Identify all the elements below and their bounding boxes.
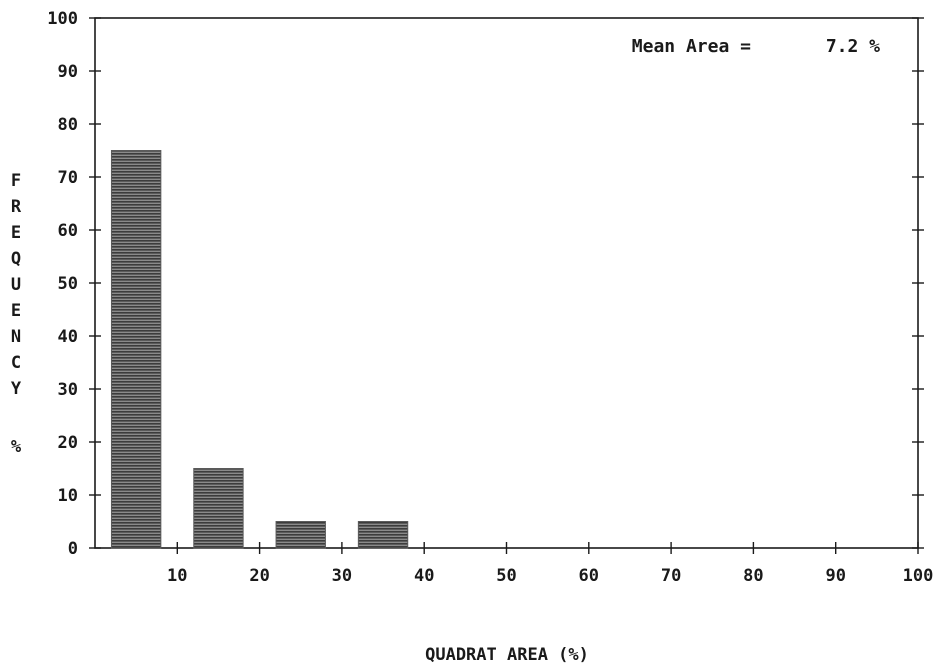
mean-area-label: Mean Area = — [632, 36, 751, 57]
y-tick-label: 10 — [58, 486, 78, 506]
y-tick-label: 50 — [58, 274, 78, 294]
y-tick-label: 20 — [58, 433, 78, 453]
y-tick-label: 100 — [47, 9, 78, 29]
y-tick-label: 70 — [58, 168, 78, 188]
bar-3 — [275, 521, 326, 549]
y-axis-ticks: 0 10 20 30 40 50 60 70 80 90 100 — [47, 9, 924, 559]
x-axis-label: QUADRAT AREA (%) — [425, 645, 589, 665]
y-tick-label: 30 — [58, 380, 78, 400]
mean-area-value: 7.2 % — [826, 36, 880, 57]
x-tick-label: 100 — [903, 566, 934, 586]
x-tick-label: 80 — [743, 566, 763, 586]
y-tick-label: 90 — [58, 62, 78, 82]
x-tick-label: 10 — [167, 566, 187, 586]
y-axis-label-char: E — [11, 301, 21, 321]
bar-2 — [193, 468, 244, 549]
x-tick-label: 70 — [661, 566, 681, 586]
y-axis-label-char: C — [11, 353, 21, 373]
y-axis-label-char: F — [11, 171, 21, 191]
x-tick-label: 60 — [579, 566, 599, 586]
bars-group — [110, 150, 409, 549]
y-axis-label-char: N — [11, 327, 21, 347]
y-tick-label: 60 — [58, 221, 78, 241]
x-tick-label: 20 — [249, 566, 269, 586]
y-tick-label: 80 — [58, 115, 78, 135]
x-tick-label: 30 — [332, 566, 352, 586]
y-axis-unit: % — [11, 437, 22, 457]
y-tick-label: 0 — [68, 539, 78, 559]
y-tick-label: 40 — [58, 327, 78, 347]
bar-1 — [110, 150, 162, 549]
x-tick-label: 50 — [496, 566, 516, 586]
y-axis-label-char: U — [11, 275, 21, 295]
y-axis-label-char: Q — [11, 249, 21, 269]
bar-4 — [357, 521, 409, 549]
x-axis-ticks: 10 20 30 40 50 60 70 80 90 100 — [167, 542, 933, 586]
x-tick-label: 40 — [414, 566, 434, 586]
x-tick-label: 90 — [825, 566, 845, 586]
y-axis-label-char: E — [11, 223, 21, 243]
y-axis-label-char: R — [11, 197, 22, 217]
y-axis-label-char: Y — [11, 379, 22, 399]
